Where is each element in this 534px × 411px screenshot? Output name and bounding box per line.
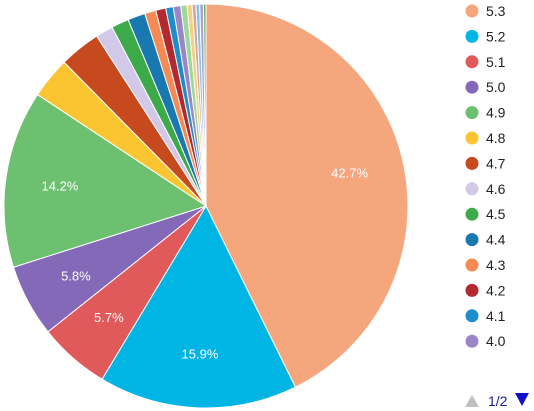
- data-label-5-0: 5.8%: [61, 268, 91, 283]
- legend-swatch-4-4: [465, 233, 479, 247]
- legend: 5.3 5.2 5.1 5.0 4.9 4.8 4.7 4.6 4.5 4.4 4.3 4.2 4.1 4…: [465, 3, 506, 349]
- pie-data-labels: 42.7% 15.9% 5.7% 5.8% 14.2%: [42, 165, 369, 361]
- data-label-5-3: 42.7%: [331, 165, 368, 180]
- legend-label-5-0[interactable]: 5.0: [486, 79, 506, 95]
- legend-swatch-4-7: [465, 156, 479, 170]
- legend-prev-page-icon[interactable]: [465, 395, 479, 407]
- legend-swatch-4-1: [465, 309, 479, 323]
- legend-label-4-0[interactable]: 4.0: [486, 333, 506, 349]
- pie-slice-19[interactable]: [202, 3, 207, 207]
- legend-swatch-5-3: [465, 4, 479, 18]
- legend-swatch-5-2: [465, 29, 479, 43]
- legend-swatch-4-0: [465, 334, 479, 348]
- legend-label-4-4[interactable]: 4.4: [486, 232, 506, 248]
- legend-swatch-4-6: [465, 182, 479, 196]
- legend-swatch-4-5: [465, 207, 479, 221]
- legend-label-5-2[interactable]: 5.2: [486, 28, 506, 44]
- legend-swatch-4-2: [465, 283, 479, 297]
- data-label-5-2: 15.9%: [182, 346, 219, 361]
- pie-slice-5-2[interactable]: [101, 204, 297, 409]
- legend-swatch-5-0: [465, 80, 479, 94]
- pie-slice-5-3[interactable]: [205, 3, 409, 388]
- legend-swatch-4-3: [465, 258, 479, 272]
- legend-label-4-2[interactable]: 4.2: [486, 282, 506, 298]
- legend-swatch-4-9: [465, 106, 479, 120]
- legend-label-4-9[interactable]: 4.9: [486, 105, 506, 121]
- legend-label-5-1[interactable]: 5.1: [486, 54, 506, 70]
- legend-label-4-8[interactable]: 4.8: [486, 130, 506, 146]
- legend-swatch-4-8: [465, 131, 479, 145]
- pie-slice-4-9[interactable]: [3, 93, 208, 268]
- pie-slices: [3, 3, 409, 409]
- legend-label-4-1[interactable]: 4.1: [486, 308, 506, 324]
- legend-label-4-5[interactable]: 4.5: [486, 206, 506, 222]
- legend-label-5-3[interactable]: 5.3: [486, 3, 506, 19]
- legend-label-4-6[interactable]: 4.6: [486, 181, 506, 197]
- legend-label-4-3[interactable]: 4.3: [486, 257, 506, 273]
- legend-swatch-5-1: [465, 55, 479, 69]
- legend-next-page-icon[interactable]: [515, 393, 529, 406]
- data-label-4-9: 14.2%: [42, 179, 79, 194]
- data-label-5-1: 5.7%: [94, 310, 124, 325]
- legend-label-4-7[interactable]: 4.7: [486, 155, 506, 171]
- legend-page-indicator: 1/2: [488, 393, 508, 409]
- legend-pager: 1/2: [465, 393, 529, 409]
